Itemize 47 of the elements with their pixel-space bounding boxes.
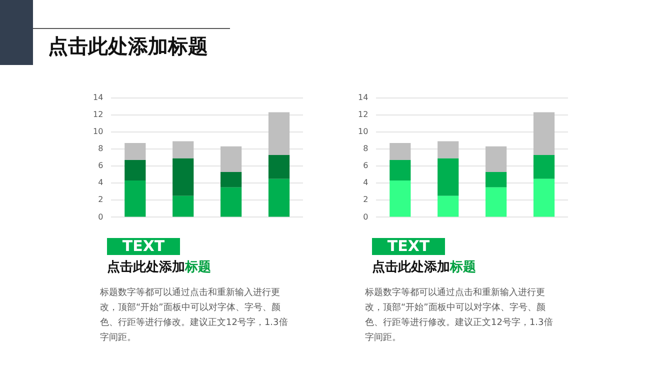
y-tick-label: 12	[358, 110, 368, 119]
bar	[486, 146, 507, 172]
y-tick-label: 6	[98, 161, 104, 170]
y-tick-label: 2	[98, 195, 104, 204]
bar	[533, 112, 555, 155]
y-tick-label: 10	[358, 126, 368, 136]
text: 点击此处添加标题	[107, 259, 211, 276]
bar	[268, 154, 290, 179]
bar	[486, 172, 507, 188]
y-tick-label: 0	[363, 212, 368, 222]
bar	[390, 180, 411, 217]
y-tick-label: 4	[363, 178, 368, 188]
bar	[220, 187, 242, 217]
bar	[533, 154, 555, 179]
chart-title: 点击此处添加标题	[48, 33, 208, 60]
bar	[124, 160, 146, 181]
bar	[390, 143, 411, 160]
bar	[172, 141, 194, 158]
text: TEXT	[372, 237, 445, 255]
bar	[438, 196, 459, 217]
y-tick-label: 8	[98, 144, 104, 154]
text: 标题数字等都可以通过点击和重新输入进行更改，顶部“开始”面板中可以对字体、字号、颜色、行距等进行修改。建议正文12号字，1.3倍字间距。	[365, 286, 554, 345]
y-tick-label: 14	[358, 92, 368, 102]
y-tick-label: 4	[98, 178, 104, 188]
y-tick-label: 8	[363, 144, 368, 154]
bar	[268, 178, 290, 217]
bar	[438, 141, 459, 158]
y-tick-label: 2	[363, 195, 368, 204]
text: 点击此处添加标题	[372, 259, 476, 276]
bar	[172, 196, 194, 217]
bar	[268, 112, 290, 155]
text: 标题数字等都可以通过点击和重新输入进行更改，顶部“开始”面板中可以对字体、字号、颜色、行距等进行修改。建议正文12号字，1.3倍字间距。	[100, 286, 289, 345]
bar	[438, 158, 459, 196]
bar	[533, 178, 555, 217]
text: TEXT	[107, 237, 180, 255]
bar	[124, 143, 146, 160]
y-tick-label: 12	[92, 110, 104, 119]
y-tick-label: 14	[92, 92, 104, 102]
bar	[220, 146, 242, 172]
bar	[172, 158, 194, 196]
bar	[486, 187, 507, 217]
bar	[124, 180, 146, 217]
bar	[220, 172, 242, 188]
bar	[390, 160, 411, 181]
y-tick-label: 0	[98, 212, 104, 222]
y-tick-label: 6	[363, 161, 368, 170]
y-tick-label: 10	[92, 126, 104, 136]
